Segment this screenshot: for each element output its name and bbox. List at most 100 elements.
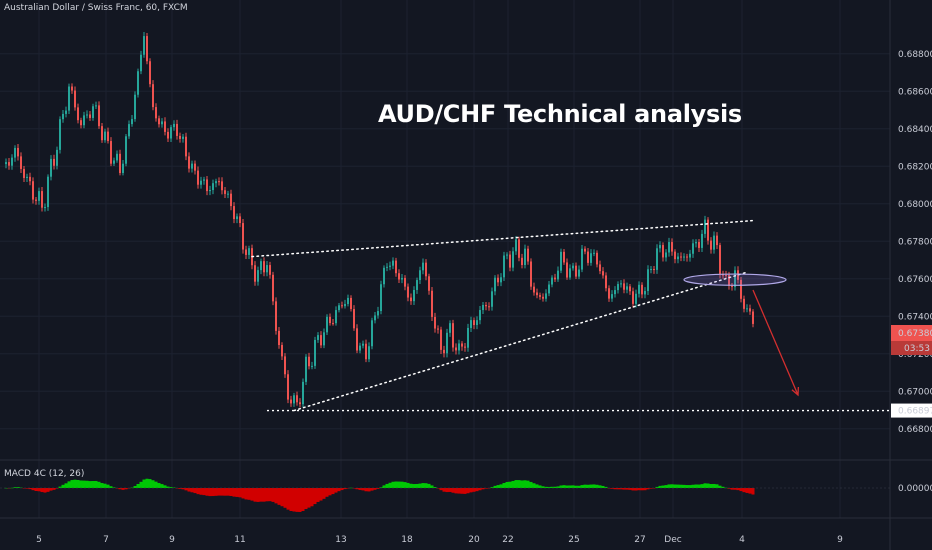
macd-bar bbox=[28, 488, 32, 490]
macd-bar bbox=[688, 485, 692, 488]
symbol-legend[interactable]: Australian Dollar / Swiss Franc, 60, FXC… bbox=[4, 3, 188, 13]
candle-body bbox=[671, 242, 673, 252]
candle-body bbox=[353, 309, 355, 329]
candle-body bbox=[743, 298, 745, 309]
macd-bar bbox=[466, 488, 470, 494]
candle-body bbox=[347, 297, 349, 304]
time-tick-label: Dec bbox=[664, 535, 681, 545]
candle-body bbox=[440, 329, 442, 350]
candle-body bbox=[143, 36, 145, 55]
candle-body bbox=[482, 304, 484, 311]
candle-body bbox=[302, 381, 304, 405]
candle-body bbox=[275, 301, 277, 331]
candle-body bbox=[731, 285, 733, 287]
candle-body bbox=[563, 251, 565, 263]
candle-body bbox=[308, 356, 310, 367]
candle-body bbox=[551, 277, 553, 285]
macd-bar bbox=[601, 485, 605, 488]
candle-body bbox=[350, 297, 352, 310]
macd-legend[interactable]: MACD 4C (12, 26) bbox=[4, 469, 85, 479]
macd-bar bbox=[400, 481, 404, 488]
macd-bar bbox=[79, 480, 83, 488]
macd-bar bbox=[718, 485, 722, 488]
candle-body bbox=[620, 283, 622, 285]
candle-body bbox=[698, 242, 700, 248]
macd-bar bbox=[418, 483, 422, 488]
candle-body bbox=[557, 270, 559, 280]
candle-body bbox=[371, 320, 373, 347]
time-tick-label: 4 bbox=[739, 535, 745, 545]
macd-bar bbox=[88, 481, 92, 488]
macd-bar bbox=[460, 488, 464, 494]
macd-bar bbox=[97, 481, 101, 488]
candle-body bbox=[404, 277, 406, 287]
macd-bar bbox=[583, 484, 587, 488]
macd-bar bbox=[658, 485, 662, 488]
candle-body bbox=[629, 286, 631, 292]
candle-body bbox=[167, 131, 169, 139]
macd-bar bbox=[730, 488, 734, 490]
price-tick-label: 0.67400 bbox=[898, 312, 932, 322]
macd-bar bbox=[694, 484, 698, 488]
price-tick-label: 0.67800 bbox=[898, 237, 932, 247]
candle-body bbox=[125, 136, 127, 164]
candle-body bbox=[230, 193, 232, 207]
macd-bar bbox=[622, 488, 626, 490]
chart-title: AUD/CHF Technical analysis bbox=[378, 100, 742, 128]
macd-bar bbox=[310, 488, 314, 507]
candle-body bbox=[26, 176, 28, 178]
macd-bar bbox=[331, 488, 335, 495]
candle-body bbox=[44, 207, 46, 209]
macd-bar bbox=[625, 488, 629, 490]
candle-body bbox=[689, 253, 691, 258]
time-tick-label: 11 bbox=[234, 535, 245, 545]
macd-bar bbox=[547, 486, 551, 488]
macd-bar bbox=[253, 488, 257, 502]
macd-bar bbox=[511, 480, 515, 488]
candle-body bbox=[473, 320, 475, 326]
macd-bar bbox=[451, 488, 455, 493]
candle-body bbox=[434, 316, 436, 329]
candle-body bbox=[464, 346, 466, 348]
macd-bar bbox=[316, 488, 320, 502]
macd-bar bbox=[733, 488, 737, 490]
candle-body bbox=[479, 310, 481, 321]
macd-bar bbox=[259, 488, 263, 502]
candle-body bbox=[332, 323, 334, 325]
candle-body bbox=[59, 119, 61, 150]
macd-bar bbox=[229, 488, 233, 497]
macd-bar bbox=[664, 485, 668, 488]
macd-bar bbox=[457, 488, 461, 494]
macd-bar bbox=[544, 486, 548, 488]
candle-body bbox=[32, 181, 34, 200]
candle-body bbox=[683, 256, 685, 258]
candle-body bbox=[74, 90, 76, 108]
macd-bar bbox=[283, 488, 287, 508]
macd-bar bbox=[619, 488, 623, 490]
macd-bar bbox=[595, 484, 599, 488]
candle-body bbox=[611, 294, 613, 299]
macd-bar bbox=[613, 488, 617, 490]
macd-bar bbox=[250, 488, 254, 501]
macd-bar bbox=[157, 483, 161, 488]
macd-bar bbox=[670, 484, 674, 488]
macd-bar bbox=[298, 488, 302, 512]
support-price-label: 0.66897 bbox=[898, 407, 932, 417]
macd-bar bbox=[697, 484, 701, 488]
macd-bar bbox=[709, 484, 713, 488]
macd-bar bbox=[247, 488, 251, 500]
macd-bar bbox=[205, 488, 209, 496]
macd-bar bbox=[373, 488, 377, 490]
candle-body bbox=[311, 365, 313, 367]
time-tick-label: 18 bbox=[401, 535, 413, 545]
macd-bar bbox=[472, 488, 476, 492]
candle-body bbox=[752, 311, 754, 324]
macd-bar bbox=[496, 485, 500, 488]
candle-body bbox=[572, 265, 574, 269]
macd-bar bbox=[616, 488, 620, 490]
macd-bar bbox=[271, 488, 275, 502]
macd-bar bbox=[280, 488, 284, 507]
arrow-head bbox=[791, 386, 800, 397]
